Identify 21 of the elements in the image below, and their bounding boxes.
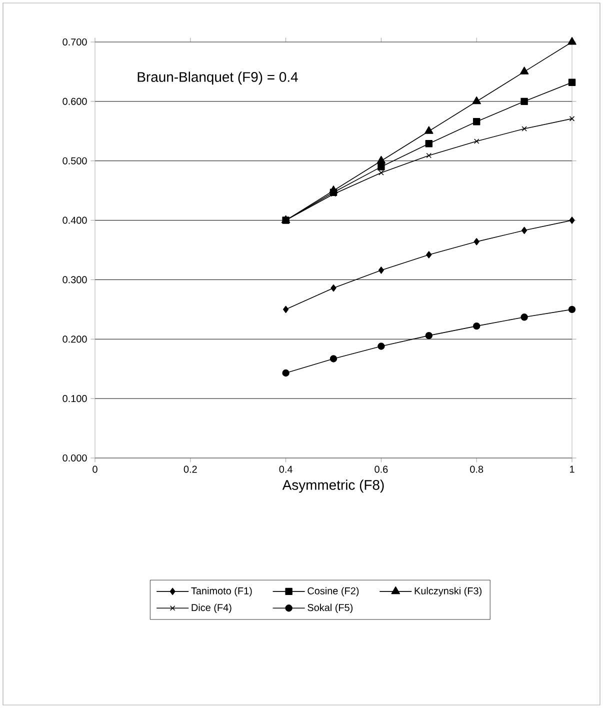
y-tick-label: 0.200: [62, 336, 87, 343]
legend-label: Sokal (F5): [308, 604, 353, 614]
legend-label: Kulczynski (F3): [414, 587, 482, 596]
x-axis-title: Asymmetric (F8): [282, 480, 384, 493]
y-tick-label: 0.500: [62, 157, 87, 164]
legend-label: Dice (F4): [192, 604, 232, 614]
y-tick-label: 0.000: [62, 454, 87, 462]
x-tick-label: 0.8: [470, 466, 484, 473]
y-tick-label: 0.100: [62, 395, 87, 402]
legend-label: Tanimoto (F1): [191, 587, 252, 596]
y-tick-label: 0.700: [62, 38, 87, 46]
x-tick-label: 1: [570, 466, 574, 473]
x-tick-label: 0.2: [184, 466, 197, 473]
x-tick-label: 0: [92, 466, 98, 473]
annotation: Braun-Blanquet (F9) = 0.4: [138, 72, 298, 85]
y-tick-label: 0.300: [62, 276, 87, 284]
x-tick-label: 0.6: [374, 466, 388, 473]
y-tick-label: 0.400: [62, 216, 87, 224]
y-tick-label: 0.600: [62, 98, 87, 105]
x-tick-label: 0.4: [279, 466, 292, 473]
legend-label: Cosine (F2): [308, 587, 359, 596]
